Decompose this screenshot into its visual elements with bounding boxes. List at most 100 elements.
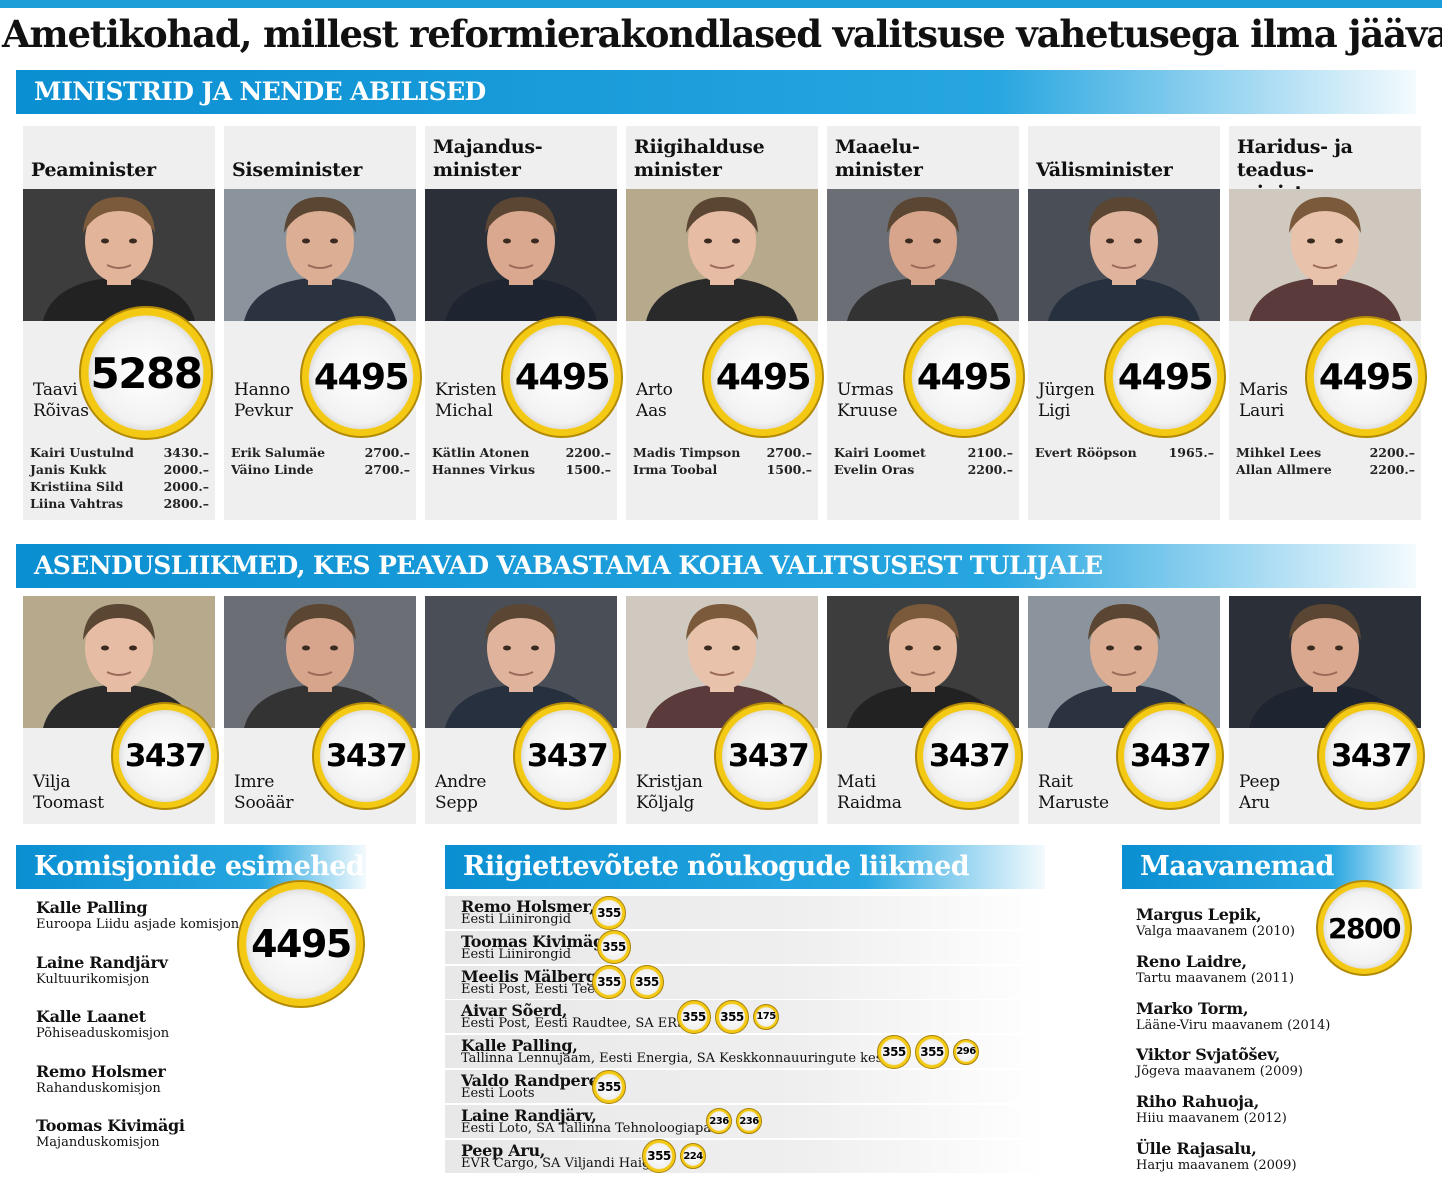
board-member-row: Laine Randjärv, Eesti Loto, SA Tallinna T…	[445, 1104, 1045, 1138]
substitute-first-name: Peep	[1239, 772, 1280, 792]
board-fee-coin: 355	[915, 1034, 949, 1069]
minister-salary: 5288	[90, 348, 203, 398]
governor-county: Jõgeva maavanem (2009)	[1136, 1064, 1303, 1080]
deputy-name: Madis Timpson	[633, 445, 741, 460]
deputy-row: Kätlin Atonen 2200.–	[432, 444, 611, 461]
boards-heading: Riigiettevõtete nõukogude liikmed	[463, 851, 970, 882]
substitute-first-name: Vilja	[33, 772, 71, 792]
deputy-name: Kairi Uustulnd	[30, 445, 134, 460]
minister-photo	[1028, 189, 1220, 321]
substitute-salary-coin: 3437	[312, 702, 420, 810]
board-fee: 355	[597, 1079, 621, 1094]
minister-card: Riigihalduse minister Arto Aas 4495 Madis Ti…	[626, 126, 824, 520]
governor-county: Harju maavanem (2009)	[1136, 1158, 1297, 1173]
deputy-row: Liina Vahtras 2800.–	[30, 495, 209, 512]
minister-last-name: Lauri	[1239, 401, 1284, 421]
board-member-name: Kalle Palling,	[461, 1036, 578, 1056]
board-companies: Eesti Post, Eesti Raudtee, SA ERSO	[461, 1016, 697, 1032]
deputies-list: Kätlin Atonen 2200.– Hannes Virkus 1500.–	[432, 444, 611, 478]
minister-first-name: Hanno	[234, 380, 291, 400]
committee-chair-name: Remo Holsmer	[36, 1061, 166, 1081]
minister-first-name: Urmas	[837, 380, 894, 400]
minister-last-name: Ligi	[1038, 401, 1071, 421]
substitute-salary-coin: 3437	[1317, 702, 1425, 810]
board-fee: 355	[597, 905, 621, 920]
deputy-salary: 2800.–	[163, 496, 209, 511]
minister-last-name: Pevkur	[234, 401, 293, 421]
substitute-salary: 3437	[727, 738, 810, 774]
committee-item: Kalle Laanet Põhiseaduskomisjon	[36, 1007, 169, 1042]
committee-name: Majanduskomisjon	[36, 1135, 160, 1150]
governor-county: Lääne-Viru maavanem (2014)	[1136, 1017, 1331, 1033]
deputies-list: Evert Rööpson 1965.–	[1035, 444, 1214, 461]
board-fee-coin: 355	[877, 1034, 911, 1069]
governors-heading: Maavanemad	[1140, 851, 1334, 882]
minister-card: Siseminister Hanno Pevkur 4495 Erik Salumäe 2…	[224, 126, 422, 520]
minister-card: Välisminister Jürgen Ligi 4495 Evert Rööpson…	[1028, 126, 1226, 520]
governor-name: Margus Lepik,	[1136, 905, 1262, 924]
committee-chair-name: Kalle Laanet	[36, 1007, 146, 1026]
substitute-last-name: Maruste	[1038, 793, 1109, 813]
minister-card: Majandus- minister Kristen Michal 4495 Kätli…	[425, 126, 623, 520]
minister-first-name: Kristen	[435, 380, 497, 400]
substitute-first-name: Andre	[435, 772, 487, 792]
deputy-name: Hannes Virkus	[432, 462, 536, 477]
board-fee-coin: 355	[592, 965, 626, 1000]
minister-first-name: Jürgen	[1038, 380, 1095, 400]
board-companies: Eesti Loto, SA Tallinna Tehnoloogiapark	[461, 1120, 726, 1136]
deputy-name: Allan Allmere	[1236, 462, 1332, 477]
committee-name: Euroopa Liidu asjade komisjon	[36, 917, 240, 932]
committee-chair-name: Laine Randjärv	[36, 952, 168, 972]
deputy-row: Kairi Loomet 2100.–	[834, 444, 1013, 461]
governor-item: Marko Torm, Lääne-Viru maavanem (2014)	[1136, 999, 1330, 1034]
board-member-name: Aivar Sõerd,	[461, 1001, 568, 1021]
committees-salary-coin: 4495	[237, 880, 365, 1008]
governor-name: Marko Torm,	[1136, 998, 1249, 1018]
deputy-row: Mihkel Lees 2200.–	[1236, 444, 1415, 461]
board-companies: EVR Cargo, SA Viljandi Haigla	[461, 1155, 663, 1171]
minister-salary: 4495	[514, 356, 611, 398]
substitute-salary-coin: 3437	[1116, 702, 1224, 810]
deputy-row: Madis Timpson 2700.–	[633, 444, 812, 461]
minister-photo-image	[827, 189, 1019, 321]
substitute-salary: 3437	[526, 738, 609, 774]
minister-photo-image	[626, 189, 818, 321]
deputy-name: Liina Vahtras	[30, 496, 124, 511]
minister-salary-coin: 4495	[1104, 316, 1226, 438]
minister-photo-image	[1028, 189, 1220, 321]
deputy-salary: 2000.–	[163, 479, 209, 494]
governor-item: Riho Rahuoja, Hiiu maavanem (2012)	[1136, 1092, 1287, 1127]
substitute-first-name: Mati	[837, 772, 877, 792]
minister-last-name: Aas	[636, 401, 667, 421]
committee-chair-name: Toomas Kivimägi	[36, 1116, 185, 1135]
board-fee: 175	[756, 1011, 776, 1023]
minister-salary-coin: 4495	[1305, 316, 1427, 438]
deputy-name: Janis Kukk	[30, 462, 107, 477]
minister-photo	[224, 189, 416, 321]
board-fee: 355	[602, 940, 626, 955]
deputy-salary: 2700.–	[364, 462, 410, 477]
deputy-salary: 2100.–	[967, 445, 1013, 460]
governor-county: Hiiu maavanem (2012)	[1136, 1111, 1287, 1127]
deputy-row: Väino Linde 2700.–	[231, 461, 410, 478]
minister-salary-coin: 4495	[300, 316, 422, 438]
governor-name: Riho Rahuoja,	[1136, 1092, 1260, 1112]
substitute-first-name: Imre	[234, 772, 275, 792]
deputy-row: Evert Rööpson 1965.–	[1035, 444, 1214, 461]
deputy-name: Mihkel Lees	[1236, 445, 1322, 460]
substitute-card: Vilja Toomast 3437	[23, 596, 219, 824]
deputy-name: Irma Toobal	[633, 462, 718, 477]
substitute-salary: 3437	[1129, 738, 1212, 774]
minister-salary: 4495	[1117, 356, 1214, 398]
minister-first-name: Maris	[1239, 380, 1288, 400]
governor-name: Reno Laidre,	[1136, 951, 1247, 971]
committee-chair-name: Kalle Palling	[36, 898, 148, 917]
boards-banner: Riigiettevõtete nõukogude liikmed	[445, 845, 1045, 889]
substitute-salary-coin: 3437	[111, 702, 219, 810]
deputy-name: Erik Salumäe	[231, 445, 326, 460]
minister-role: Välisminister	[1036, 159, 1173, 181]
board-fee-coin: 355	[642, 1139, 676, 1174]
minister-photo-image	[224, 189, 416, 321]
minister-salary: 4495	[715, 356, 812, 398]
board-fee-coin: 355	[592, 1069, 626, 1104]
